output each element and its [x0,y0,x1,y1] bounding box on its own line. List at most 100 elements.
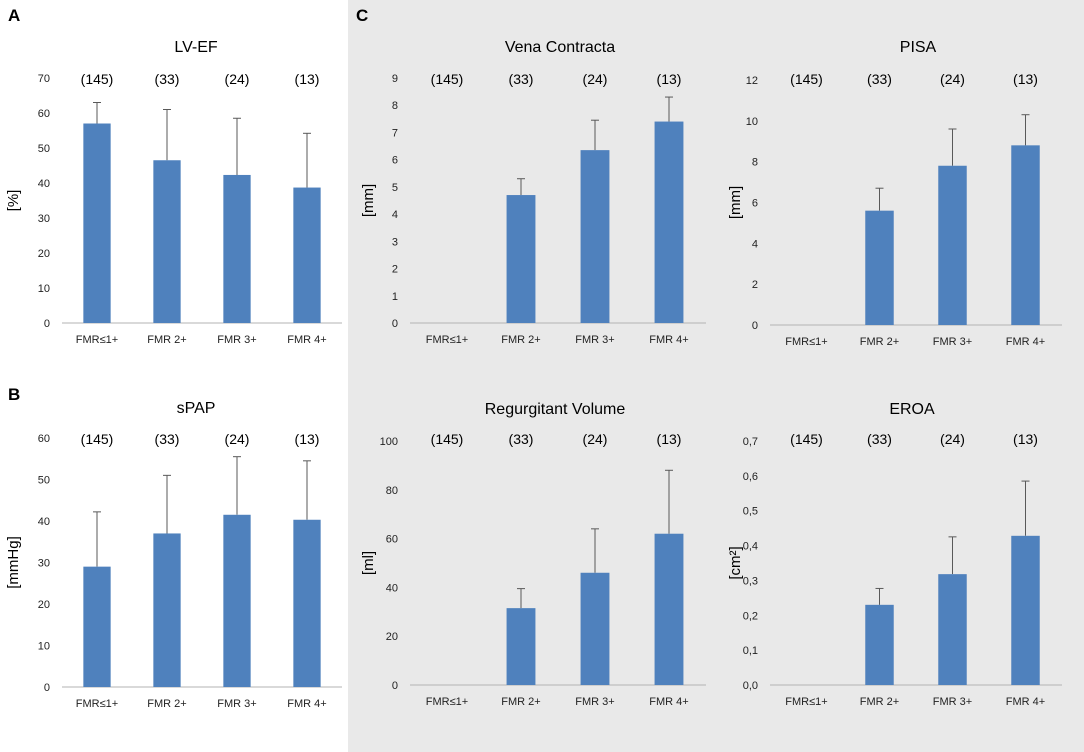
vc-count-label: (24) [583,71,608,87]
lvef-category-label: FMR 2+ [147,334,186,346]
spap-tick-label: 60 [38,433,50,445]
rvol-category-label: FMR 3+ [575,696,614,708]
eroa-category-label: FMR 2+ [860,696,899,708]
pisa-bar [1011,145,1040,325]
vc-tick-label: 1 [392,291,398,303]
pisa-tick-label: 12 [746,75,758,87]
lvef-tick-label: 70 [38,73,50,85]
spap-tick-label: 20 [38,599,50,611]
spap-count-label: (24) [225,431,250,447]
vc-count-label: (145) [431,71,464,87]
vc-tick-label: 7 [392,127,398,139]
pisa-category-label: FMR≤1+ [785,336,827,348]
spap-title: sPAP [177,400,216,417]
vc-tick-label: 2 [392,264,398,276]
vc-count-label: (33) [509,71,534,87]
vc-category-label: FMR≤1+ [426,334,468,346]
vc-tick-label: 4 [392,209,398,221]
rvol-count-label: (24) [583,431,608,447]
vc-bar [580,150,610,323]
eroa-tick-label: 0,1 [743,645,758,657]
eroa-tick-label: 0,3 [743,575,758,587]
eroa-count-label: (13) [1013,431,1038,447]
eroa-tick-label: 0,7 [743,436,758,448]
spap-bar [153,533,181,687]
eroa-tick-label: 0,6 [743,471,758,483]
vc-count-label: (13) [657,71,682,87]
spap-tick-label: 50 [38,475,50,487]
eroa-title: EROA [889,401,935,418]
lvef-tick-label: 0 [44,318,50,330]
eroa-category-label: FMR 4+ [1006,696,1045,708]
eroa-tick-label: 0,4 [743,541,758,553]
spap-category-label: FMR 4+ [287,698,326,710]
vc-tick-label: 3 [392,236,398,248]
lvef-tick-label: 10 [38,283,50,295]
spap-count-label: (33) [155,431,180,447]
vc-tick-label: 9 [392,73,398,85]
eroa-bar [865,604,894,685]
rvol-count-label: (33) [509,431,534,447]
lvef-bar [293,187,321,323]
lvef-count-label: (13) [295,71,320,87]
pisa-tick-label: 8 [752,157,758,169]
pisa-category-label: FMR 4+ [1006,336,1045,348]
rvol-category-label: FMR 4+ [649,696,688,708]
lvef-bar [223,174,251,323]
pisa-count-label: (13) [1013,71,1038,87]
vc-bar [654,121,684,323]
lvef-title: LV-EF [174,39,218,56]
eroa-category-label: FMR≤1+ [785,696,827,708]
eroa-bar [1011,535,1040,685]
eroa-category-label: FMR 3+ [933,696,972,708]
lvef-tick-label: 20 [38,248,50,260]
rvol-category-label: FMR 2+ [501,696,540,708]
lvef-tick-label: 50 [38,143,50,155]
spap-bar [293,519,321,687]
lvef-tick-label: 30 [38,213,50,225]
rvol-title: Regurgitant Volume [485,401,626,418]
pisa-tick-label: 10 [746,116,758,128]
pisa-ylabel: [mm] [727,186,744,219]
panel-label-b: B [8,385,21,404]
lvef-count-label: (33) [155,71,180,87]
spap-bar [223,514,251,687]
eroa-tick-label: 0,0 [743,680,758,692]
rvol-tick-label: 40 [386,582,398,594]
pisa-tick-label: 4 [752,238,758,250]
lvef-bar [153,160,181,323]
spap-tick-label: 0 [44,682,50,694]
vc-category-label: FMR 2+ [501,334,540,346]
pisa-bar [865,210,894,325]
rvol-count-label: (13) [657,431,682,447]
eroa-count-label: (24) [940,431,965,447]
eroa-count-label: (33) [867,431,892,447]
pisa-tick-label: 0 [752,320,758,332]
rvol-category-label: FMR≤1+ [426,696,468,708]
panel-label-a: A [8,6,21,25]
rvol-count-label: (145) [431,431,464,447]
pisa-tick-label: 6 [752,198,758,210]
lvef-bar [83,123,111,323]
lvef-count-label: (145) [81,71,114,87]
vc-title: Vena Contracta [505,39,615,56]
rvol-ylabel: [ml] [360,551,377,575]
pisa-category-label: FMR 3+ [933,336,972,348]
eroa-tick-label: 0,2 [743,610,758,622]
vc-category-label: FMR 4+ [649,334,688,346]
pisa-tick-label: 2 [752,279,758,291]
pisa-count-label: (24) [940,71,965,87]
lvef-category-label: FMR 3+ [217,334,256,346]
lvef-tick-label: 60 [38,108,50,120]
lvef-ylabel: [%] [5,190,22,212]
rvol-tick-label: 100 [380,436,398,448]
spap-ylabel: [mmHg] [5,536,22,589]
eroa-bar [938,574,967,685]
vc-tick-label: 5 [392,182,398,194]
lvef-count-label: (24) [225,71,250,87]
vc-tick-label: 8 [392,100,398,112]
rvol-tick-label: 20 [386,631,398,643]
rvol-tick-label: 80 [386,485,398,497]
panel-label-c: C [356,6,369,25]
